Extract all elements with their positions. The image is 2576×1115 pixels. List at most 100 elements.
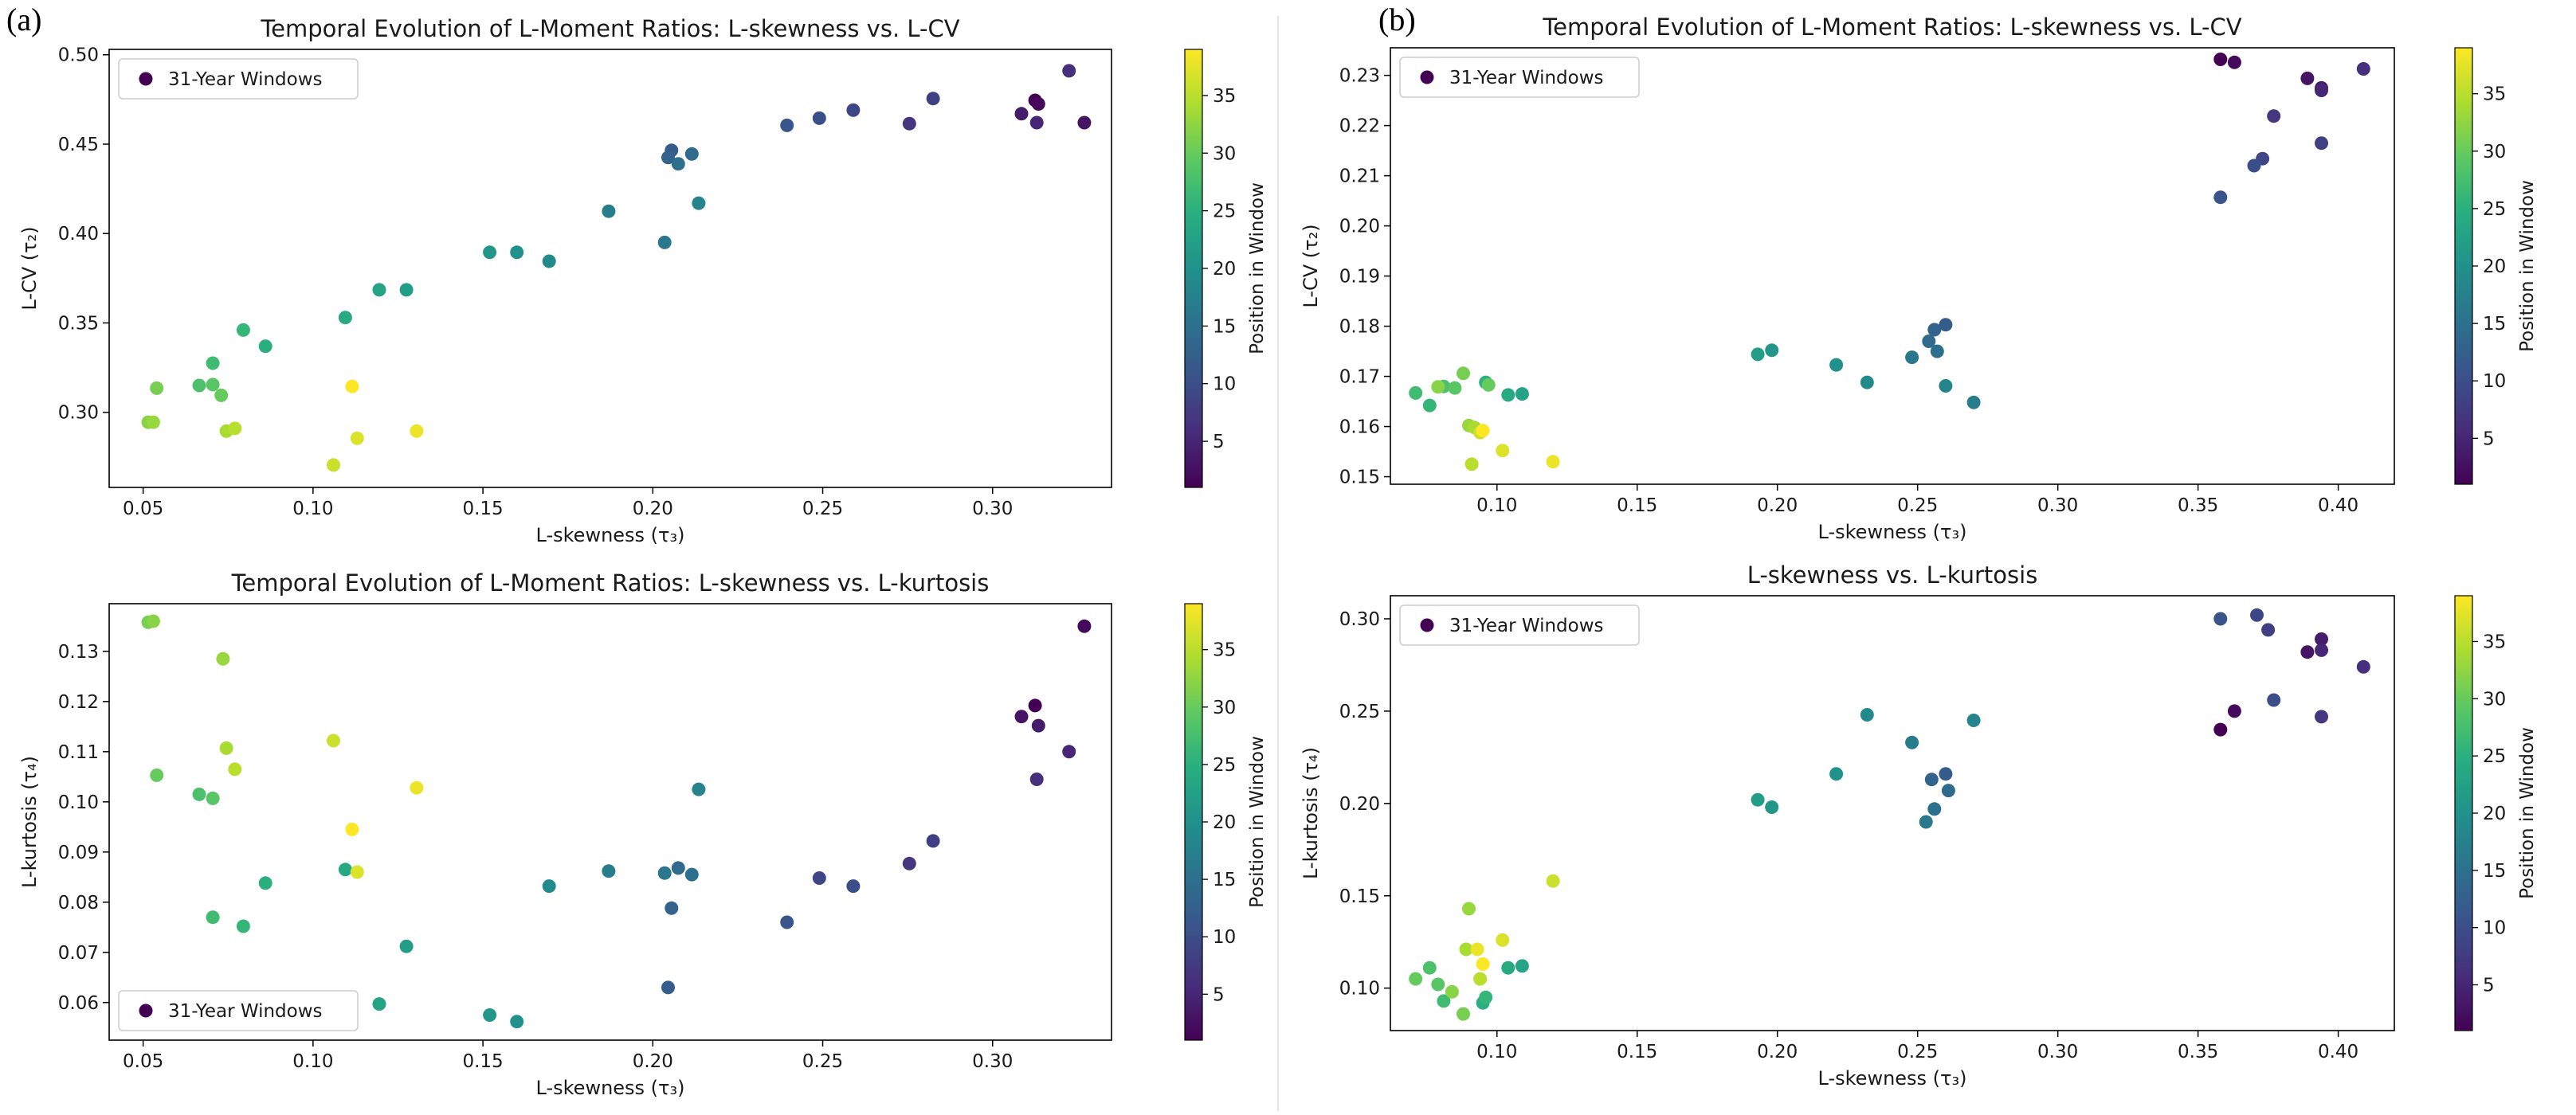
data-point bbox=[1939, 318, 1953, 332]
x-tick-label: 0.15 bbox=[462, 1051, 503, 1072]
x-tick-label: 0.35 bbox=[2178, 495, 2218, 516]
data-points bbox=[141, 64, 1092, 472]
data-point bbox=[1501, 960, 1515, 975]
y-tick-label: 0.19 bbox=[1339, 267, 1380, 288]
data-point bbox=[399, 939, 414, 953]
colorbar-tick-label: 35 bbox=[1213, 86, 1236, 107]
data-point bbox=[902, 856, 916, 870]
data-points bbox=[1409, 608, 2370, 1021]
data-point bbox=[206, 356, 220, 370]
colorbar-tick-label: 35 bbox=[2483, 632, 2506, 652]
colorbar-tick-label: 10 bbox=[2483, 918, 2506, 939]
data-point bbox=[780, 118, 794, 132]
legend-label: 31-Year Windows bbox=[168, 1001, 323, 1022]
plot-area-frame bbox=[1390, 47, 2395, 485]
data-point bbox=[1459, 942, 1473, 957]
data-point bbox=[1422, 398, 1437, 413]
legend: 31-Year Windows bbox=[118, 990, 359, 1031]
legend-label: 31-Year Windows bbox=[1449, 616, 1604, 636]
colorbar-tick-label: 5 bbox=[1213, 984, 1225, 1005]
y-tick-label: 0.22 bbox=[1339, 116, 1380, 137]
chart-title: L-skewness vs. L-kurtosis bbox=[1747, 561, 2038, 589]
y-tick-label: 0.13 bbox=[58, 642, 99, 663]
colorbar-tick-label: 35 bbox=[2483, 84, 2506, 105]
legend-label: 31-Year Windows bbox=[1449, 68, 1604, 88]
legend: 31-Year Windows bbox=[118, 58, 359, 100]
data-point bbox=[410, 424, 424, 438]
y-tick-label: 0.17 bbox=[1339, 367, 1380, 388]
x-tick-label: 0.10 bbox=[1476, 495, 1517, 516]
y-tick-label: 0.16 bbox=[1339, 417, 1380, 438]
y-tick-label: 0.12 bbox=[58, 692, 99, 713]
x-tick-label: 0.15 bbox=[1617, 495, 1657, 516]
data-point bbox=[1409, 972, 1423, 986]
data-point bbox=[1860, 708, 1874, 722]
plot-area-frame bbox=[108, 603, 1112, 1041]
data-point bbox=[338, 863, 352, 877]
data-point bbox=[1860, 375, 1874, 389]
colorbar-tick-label: 25 bbox=[2483, 746, 2506, 767]
x-tick-label: 0.15 bbox=[1617, 1042, 1657, 1062]
x-tick-label: 0.30 bbox=[2037, 1042, 2078, 1062]
data-point bbox=[206, 791, 220, 805]
data-point bbox=[542, 879, 556, 894]
colorbar-tick-label: 5 bbox=[1213, 432, 1225, 452]
y-tick-label: 0.40 bbox=[58, 224, 99, 245]
x-axis-label: L-skewness (τ₃) bbox=[536, 524, 685, 546]
data-point bbox=[146, 415, 160, 429]
legend-box bbox=[1399, 604, 1640, 646]
colorbar-tick-label: 35 bbox=[1213, 640, 1236, 661]
colorbar-tick-label: 25 bbox=[1213, 201, 1236, 222]
y-axis-ticks: 0.15 0.16 0.17 0.18 0.19 0.20 0.21 0.22 0.23 bbox=[1339, 66, 1390, 488]
colorbar-tick-label: 10 bbox=[2483, 371, 2506, 392]
data-point bbox=[671, 861, 685, 875]
data-point bbox=[684, 147, 699, 161]
colorbar-tick-label: 25 bbox=[2483, 199, 2506, 220]
data-point bbox=[1437, 994, 1451, 1008]
x-tick-label: 0.20 bbox=[1757, 1042, 1798, 1062]
x-axis-ticks: 0.05 0.10 0.15 0.20 0.25 0.30 bbox=[123, 487, 1013, 519]
data-point bbox=[1941, 784, 1955, 798]
data-point bbox=[2315, 632, 2328, 646]
data-point bbox=[2356, 62, 2370, 76]
data-point bbox=[1966, 395, 1981, 409]
legend-marker bbox=[1420, 70, 1434, 84]
data-point bbox=[1062, 745, 1076, 759]
y-tick-label: 0.30 bbox=[58, 403, 99, 424]
data-point bbox=[780, 915, 794, 929]
y-tick-label: 0.50 bbox=[58, 45, 99, 66]
y-tick-label: 0.23 bbox=[1339, 66, 1380, 87]
colorbar-tick-label: 10 bbox=[1213, 374, 1236, 395]
colorbar-tick-label: 5 bbox=[2483, 976, 2495, 996]
data-point bbox=[338, 311, 352, 325]
data-point bbox=[602, 204, 616, 218]
data-point bbox=[258, 876, 272, 890]
x-axis-ticks: 0.10 0.15 0.20 0.25 0.30 0.35 0.40 bbox=[1476, 1031, 2358, 1062]
data-point bbox=[1077, 115, 1092, 130]
colorbar-tick-label: 20 bbox=[1213, 259, 1236, 280]
colorbar-tick-label: 30 bbox=[2483, 142, 2506, 162]
x-tick-label: 0.20 bbox=[633, 1051, 673, 1072]
y-tick-label: 0.20 bbox=[1339, 794, 1380, 815]
y-tick-label: 0.06 bbox=[58, 993, 99, 1014]
data-point bbox=[1462, 902, 1476, 916]
colorbar-gradient bbox=[2454, 47, 2473, 485]
data-point bbox=[1939, 767, 1953, 781]
x-tick-label: 0.20 bbox=[1757, 495, 1798, 516]
x-axis-ticks: 0.10 0.15 0.20 0.25 0.30 0.35 0.40 bbox=[1476, 484, 2358, 516]
data-points bbox=[141, 614, 1092, 1029]
data-point bbox=[1476, 957, 1490, 971]
data-point bbox=[1829, 767, 1844, 781]
colorbar: 5 10 15 20 25 30 35 Position in Window bbox=[2454, 47, 2538, 485]
data-point bbox=[1546, 874, 1560, 888]
x-tick-label: 0.25 bbox=[1897, 495, 1938, 516]
colorbar-tick-label: 30 bbox=[1213, 698, 1236, 718]
data-point bbox=[345, 379, 359, 393]
y-axis-label: L-CV (τ₂) bbox=[18, 226, 41, 310]
y-axis-ticks: 0.30 0.35 0.40 0.45 0.50 bbox=[58, 45, 109, 424]
data-point bbox=[216, 651, 230, 666]
chart-title: Temporal Evolution of L-Moment Ratios: L… bbox=[231, 569, 990, 597]
x-axis-ticks: 0.05 0.10 0.15 0.20 0.25 0.30 bbox=[123, 1040, 1013, 1072]
data-point bbox=[2315, 84, 2328, 97]
legend-box bbox=[1399, 57, 1640, 98]
